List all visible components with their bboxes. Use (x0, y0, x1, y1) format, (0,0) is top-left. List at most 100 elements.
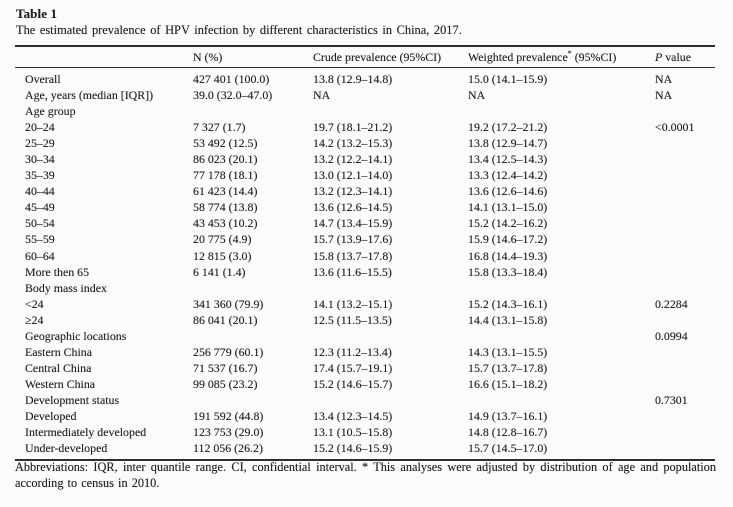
table-cell: ≥24 (25, 312, 44, 327)
prevalence-table: N (%) Crude prevalence (95%CI) Weighted pr… (15, 45, 715, 462)
table-cell: 71 537 (16.7) (193, 360, 258, 375)
table-cell: NA (313, 88, 331, 103)
table-cell (655, 199, 715, 215)
table-cell: 14.4 (13.1–15.8) (468, 312, 548, 327)
table-row: Under-developed 112 056 (26.2) 15.2 (14.6–… (15, 440, 715, 460)
table-title: Table 1 (16, 6, 58, 21)
column-header: Crude prevalence (95%CI) (313, 46, 468, 68)
table-cell: Developed (25, 408, 77, 423)
table-cell: 12.5 (11.5–13.5) (313, 312, 392, 327)
table-cell: 15.2 (14.6–15.7) (313, 376, 393, 391)
table-cell: 50–54 (25, 216, 55, 231)
table-cell (313, 392, 468, 408)
table-cell (193, 392, 313, 408)
table-row: 25–29 53 492 (12.5) 14.2 (13.2–15.3) 13.8 (… (15, 135, 715, 151)
table-cell (468, 280, 655, 296)
table-cell: 13.2 (12.2–14.1) (313, 152, 393, 167)
table-cell: 341 360 (79.9) (193, 296, 264, 311)
table-row: Age, years (median [IQR]) 39.0 (32.0–47.0… (15, 87, 715, 103)
table-cell: <0.0001 (655, 120, 695, 135)
table-cell: 15.8 (13.7–17.8) (313, 248, 393, 263)
table-cell: Geographic locations (25, 328, 127, 343)
table-cell: 427 401 (100.0) (193, 72, 270, 86)
table-cell: Intermediately developed (25, 425, 147, 440)
table-body: Overall 427 401 (100.0) 13.8 (12.9–14.8) 15… (15, 68, 715, 461)
table-cell: 14.3 (13.1–15.5) (468, 344, 548, 359)
table-cell: 0.7301 (655, 392, 688, 407)
table-cell: Western China (25, 376, 96, 391)
table-cell: 112 056 (26.2) (193, 441, 263, 456)
table-row: 55–59 20 775 (4.9) 15.7 (13.9–17.6) 15.9 (1… (15, 231, 715, 247)
table-cell: 13.2 (12.3–14.1) (313, 184, 393, 199)
table-cell: 0.2284 (655, 296, 688, 311)
table-cell: <24 (25, 296, 44, 311)
table-cell: 14.2 (13.2–15.3) (313, 136, 393, 151)
table-cell: 13.3 (12.4–14.2) (468, 168, 548, 183)
table-row: Geographic locations 0.0994 (15, 328, 715, 344)
table-cell: Body mass index (25, 280, 107, 295)
table-cell (468, 392, 655, 408)
table-row: 60–64 12 815 (3.0) 15.8 (13.7–17.8) 16.8 (1… (15, 248, 715, 264)
table-cell: Age, years (median [IQR]) (25, 88, 154, 103)
table-cell: 15.7 (13.9–17.6) (313, 232, 393, 247)
table-cell: 14.9 (13.7–16.1) (468, 408, 548, 423)
table-row: 50–54 43 453 (10.2) 14.7 (13.4–15.9) 15.2 (… (15, 215, 715, 231)
table-cell: 15.0 (14.1–15.9) (468, 72, 548, 86)
table-row: 35–39 77 178 (18.1) 13.0 (12.1–14.0) 13.3 (… (15, 167, 715, 183)
table-cell (655, 360, 715, 376)
table-cell: Overall (25, 72, 61, 86)
table-cell: 15.2 (14.3–16.1) (468, 296, 548, 311)
table-cell (655, 280, 715, 296)
table-cell (655, 424, 715, 440)
table-cell: 15.2 (14.2–16.2) (468, 216, 548, 231)
table-row: Developed 191 592 (44.8) 13.4 (12.3–14.5) 1… (15, 408, 715, 424)
table-cell: 14.1 (13.1–15.0) (468, 200, 548, 215)
table-cell: Under-developed (25, 441, 108, 456)
table-cell (655, 440, 715, 460)
table-row: Central China 71 537 (16.7) 17.4 (15.7–19.… (15, 360, 715, 376)
table-row: ≥24 86 041 (20.1) 12.5 (11.5–13.5) 14.4 (13… (15, 312, 715, 328)
table-cell: 15.7 (14.5–17.0) (468, 441, 548, 456)
table-row: Intermediately developed 123 753 (29.0) 13… (15, 424, 715, 440)
table-cell: 20–24 (25, 120, 55, 135)
table-cell: 77 178 (18.1) (193, 168, 258, 183)
table-cell: 61 423 (14.4) (193, 184, 258, 199)
table-cell (655, 215, 715, 231)
table-row: 45–49 58 774 (13.8) 13.6 (12.6–14.5) 14.1 (… (15, 199, 715, 215)
table-header: N (%) Crude prevalence (95%CI) Weighted pr… (15, 46, 715, 68)
table-cell: Eastern China (25, 344, 93, 359)
table-cell: 58 774 (13.8) (193, 200, 258, 215)
table-footnote: Abbreviations: IQR, inter quantile range… (15, 460, 716, 491)
table-cell: 12.3 (11.2–13.4) (313, 344, 392, 359)
table-cell: 45–49 (25, 200, 55, 215)
table-cell: 7 327 (1.7) (193, 120, 246, 135)
table-row: Western China 99 085 (23.2) 15.2 (14.6–15.… (15, 376, 715, 392)
table-row: Development status 0.7301 (15, 392, 715, 408)
table-cell (655, 344, 715, 360)
table-cell: 99 085 (23.2) (193, 376, 258, 391)
table-cell (468, 328, 655, 344)
table-cell: 13.6 (12.6–14.5) (313, 200, 393, 215)
table-cell: Age group (25, 104, 76, 119)
table-cell: 53 492 (12.5) (193, 136, 258, 151)
table-cell: 16.6 (15.1–18.2) (468, 376, 548, 391)
table-row: Eastern China 256 779 (60.1) 12.3 (11.2–13… (15, 344, 715, 360)
table-cell: 16.8 (14.4–19.3) (468, 248, 548, 263)
table-cell (655, 264, 715, 280)
table-cell: 25–29 (25, 136, 55, 151)
table-cell: 191 592 (44.8) (193, 408, 264, 423)
table-cell (655, 183, 715, 199)
table-cell: 20 775 (4.9) (193, 232, 252, 247)
table-cell (655, 167, 715, 183)
column-header: N (%) (193, 46, 313, 68)
table-cell: 15.9 (14.6–17.2) (468, 232, 548, 247)
table-cell (193, 103, 313, 119)
column-header: Weighted prevalence* (95%CI) (468, 46, 655, 68)
table-cell: 19.2 (17.2–21.2) (468, 120, 548, 135)
table-cell: 86 023 (20.1) (193, 152, 258, 167)
table-cell: 13.1 (10.5–15.8) (313, 425, 393, 440)
table-cell (193, 328, 313, 344)
table-cell: 86 041 (20.1) (193, 312, 258, 327)
table-cell: 15.7 (13.7–17.8) (468, 360, 548, 375)
